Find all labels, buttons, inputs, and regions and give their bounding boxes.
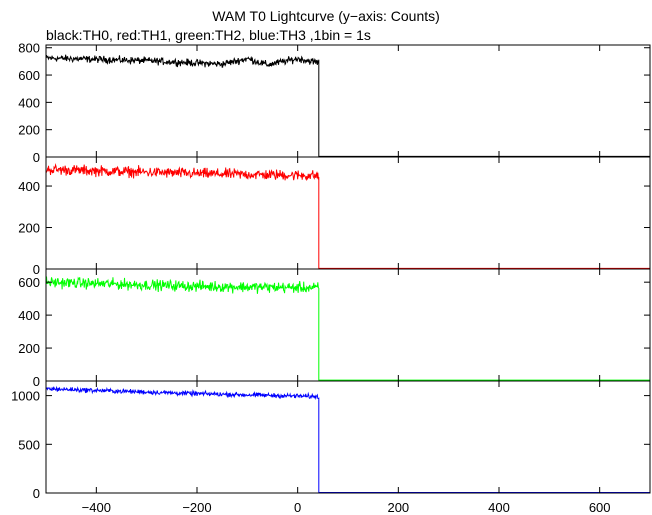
y-tick-label: 200 bbox=[18, 341, 40, 356]
x-tick-label: 0 bbox=[294, 500, 301, 515]
x-tick-label: 200 bbox=[387, 500, 409, 515]
y-tick-label: 0 bbox=[33, 262, 40, 277]
series-line-th1 bbox=[45, 162, 650, 269]
y-tick-label: 0 bbox=[33, 486, 40, 501]
y-tick-label: 500 bbox=[18, 437, 40, 452]
x-tick-label: 400 bbox=[488, 500, 510, 515]
y-tick-label: 200 bbox=[18, 221, 40, 236]
panel-frame-th0 bbox=[45, 44, 651, 158]
y-tick-label: 400 bbox=[18, 95, 40, 110]
series-line-th0 bbox=[45, 54, 650, 157]
series-line-th2 bbox=[45, 276, 650, 381]
y-tick-label: 0 bbox=[33, 150, 40, 165]
y-tick-label: 0 bbox=[33, 374, 40, 389]
y-tick-label: 1000 bbox=[11, 389, 40, 404]
series-line-th3 bbox=[45, 385, 650, 494]
x-tick-label: 600 bbox=[589, 500, 611, 515]
chart-title: WAM T0 Lightcurve (y−axis: Counts) bbox=[212, 8, 440, 24]
chart-subtitle: black:TH0, red:TH1, green:TH2, blue:TH3 … bbox=[46, 27, 371, 43]
y-tick-label: 600 bbox=[18, 275, 40, 290]
panel-frame-th3 bbox=[45, 380, 651, 494]
x-tick-label: −200 bbox=[182, 500, 211, 515]
y-tick-label: 600 bbox=[18, 68, 40, 83]
y-tick-label: 400 bbox=[18, 308, 40, 323]
y-tick-label: 400 bbox=[18, 179, 40, 194]
x-tick-label: −400 bbox=[82, 500, 111, 515]
y-tick-label: 200 bbox=[18, 123, 40, 138]
y-tick-label: 800 bbox=[18, 41, 40, 56]
